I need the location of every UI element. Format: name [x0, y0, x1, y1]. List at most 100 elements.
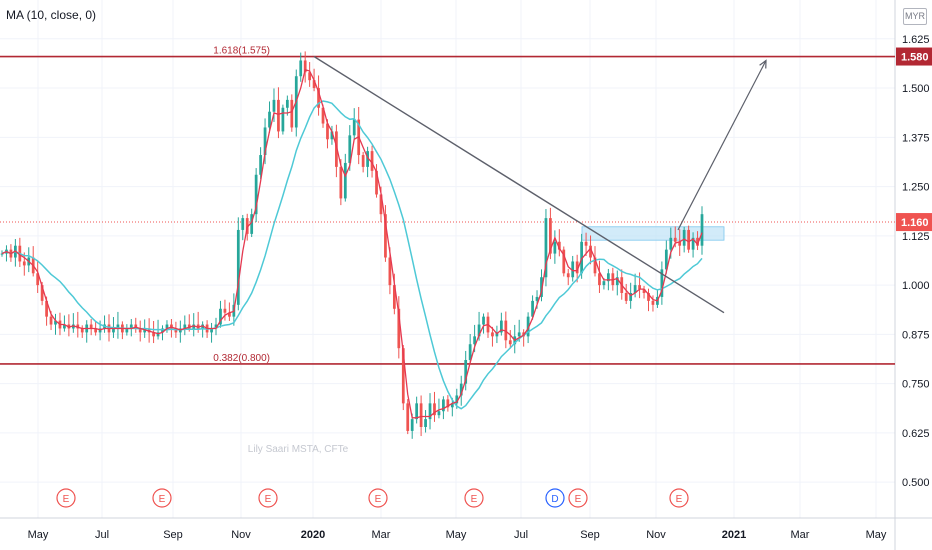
candle-body — [424, 419, 427, 427]
ma-slow-line — [1, 100, 703, 410]
y-tick-label: 1.375 — [902, 132, 930, 144]
event-marker — [568, 488, 588, 508]
x-tick-label: Mar — [791, 529, 810, 541]
candle-body — [535, 296, 539, 301]
candle-body — [388, 257, 392, 286]
candle-body — [339, 166, 343, 199]
x-tick-label: Mar — [372, 529, 391, 541]
x-tick-label: Jul — [95, 529, 109, 541]
candle-body — [22, 261, 26, 266]
candle-body — [241, 218, 245, 230]
candle-body — [80, 328, 84, 333]
candle-body — [285, 99, 289, 108]
candle-body — [268, 111, 271, 128]
event-marker-label: E — [575, 494, 582, 505]
candle-body — [464, 360, 468, 384]
candle-body — [602, 281, 606, 286]
projection-arrow — [677, 60, 767, 231]
watermark: Lily Saari MSTA, CFTe — [248, 444, 349, 455]
candle-body — [303, 60, 307, 73]
candle-body — [308, 72, 312, 81]
event-marker — [545, 488, 565, 508]
candle-body — [370, 151, 374, 171]
event-marker-label: E — [265, 494, 272, 505]
y-tick-label: 1.250 — [902, 182, 930, 194]
candle-body — [540, 277, 543, 297]
candle-body — [473, 336, 476, 345]
candles — [0, 51, 704, 439]
y-tick-labels: 1.625 1.500 1.375 1.250 1.125 1.000 0.875 0.750… — [902, 34, 930, 489]
candle-body — [575, 261, 579, 274]
y-tick-label: 1.500 — [902, 83, 930, 95]
candle-body — [134, 324, 138, 329]
price-label-box — [896, 213, 932, 232]
candle-body — [63, 324, 66, 329]
candle-body — [375, 170, 378, 195]
candle-body — [277, 99, 280, 132]
candle-body — [138, 328, 142, 333]
candle-body — [335, 131, 338, 167]
candle-body — [589, 245, 592, 258]
candle-body — [642, 289, 646, 293]
x-tick-label: Sep — [163, 529, 183, 541]
candle-body — [446, 399, 450, 408]
candle-body — [433, 403, 436, 416]
candle-body — [549, 218, 552, 254]
candle-body — [664, 249, 668, 270]
candle-body — [71, 324, 75, 329]
x-tick-label: May — [866, 529, 887, 541]
currency-button[interactable]: MYR — [903, 8, 927, 25]
candle-body — [250, 214, 254, 234]
candle-body — [54, 320, 57, 325]
candle-body — [651, 300, 655, 305]
candle-body — [544, 218, 548, 278]
candle-body — [183, 324, 187, 329]
candle-body — [0, 253, 4, 255]
x-tick-labels: May Jul Sep Nov 2020 Mar May Jul Sep Nov 2021 Mar Ma… — [28, 529, 887, 541]
candle-body — [553, 241, 557, 254]
candle-body — [152, 332, 155, 337]
candle-body — [459, 383, 463, 396]
candle-body — [210, 328, 213, 333]
candle-body — [629, 293, 633, 301]
event-marker — [368, 488, 388, 508]
candle-body — [455, 395, 459, 404]
event-marker — [152, 488, 172, 508]
candle-body — [406, 403, 410, 431]
candle-body — [419, 403, 423, 427]
candle-body — [379, 194, 383, 215]
candle-body — [272, 99, 276, 112]
price-label-text: 1.580 — [901, 52, 929, 64]
candle-body — [392, 285, 396, 309]
candle-body — [94, 328, 98, 333]
event-marker-label: E — [471, 494, 478, 505]
candle-body — [678, 241, 682, 246]
fib-label: 0.382(0.800) — [213, 353, 270, 364]
x-tick-label: Nov — [231, 529, 251, 541]
candle-body — [161, 328, 164, 333]
event-marker-label: E — [676, 494, 683, 505]
candle-body — [223, 308, 227, 313]
fib-levels: 1.618(1.575) 0.382(0.800) — [0, 46, 895, 365]
candle-body — [259, 155, 262, 175]
x-tick-label: May — [28, 529, 49, 541]
candle-body — [45, 300, 48, 317]
candle-body — [76, 324, 80, 329]
event-marker — [258, 488, 278, 508]
grid-lines — [0, 0, 895, 518]
candle-body — [214, 324, 218, 329]
trendline — [313, 55, 725, 314]
candle-body — [330, 131, 334, 140]
indicator-label[interactable]: MA (10, close, 0) — [6, 8, 97, 22]
candle-body — [624, 293, 628, 301]
candle-body — [682, 229, 686, 246]
candle-body — [508, 340, 512, 345]
price-labels: 1.580 1.160 — [896, 47, 932, 232]
candle-body — [36, 273, 40, 286]
candle-body — [638, 285, 641, 290]
candle-body — [343, 162, 347, 199]
candle-body — [531, 300, 534, 317]
y-tick-label: 1.125 — [902, 231, 930, 243]
